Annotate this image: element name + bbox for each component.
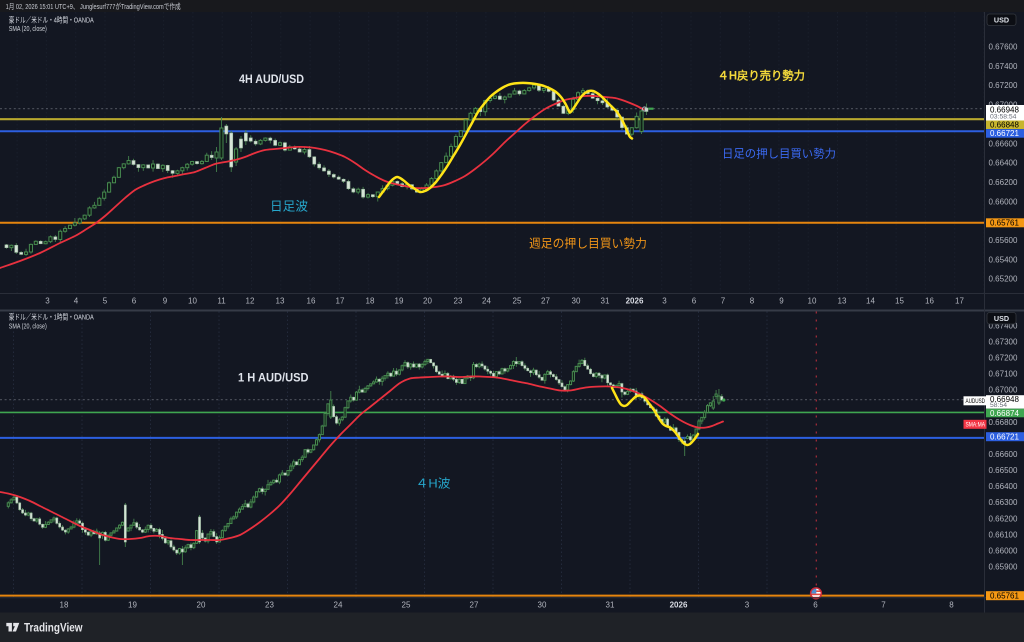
- svg-text:7: 7: [721, 297, 726, 306]
- svg-text:日足の押し目買い勢力: 日足の押し目買い勢力: [722, 147, 836, 161]
- svg-text:19: 19: [395, 297, 404, 306]
- svg-text:30: 30: [538, 601, 547, 610]
- svg-text:0.66600: 0.66600: [989, 139, 1018, 148]
- svg-text:03:58:54: 03:58:54: [990, 114, 1017, 121]
- svg-text:0.66000: 0.66000: [989, 546, 1018, 555]
- svg-text:0.66800: 0.66800: [989, 418, 1018, 427]
- svg-text:3: 3: [662, 297, 667, 306]
- svg-text:30: 30: [572, 297, 581, 306]
- svg-text:27: 27: [470, 601, 479, 610]
- svg-text:25: 25: [402, 601, 411, 610]
- svg-text:2026: 2026: [670, 601, 688, 610]
- svg-text:18: 18: [366, 297, 375, 306]
- svg-text:5: 5: [103, 297, 108, 306]
- svg-text:12: 12: [246, 297, 255, 306]
- svg-text:0.67000: 0.67000: [989, 386, 1018, 395]
- svg-text:13: 13: [838, 297, 847, 306]
- svg-text:6: 6: [132, 297, 137, 306]
- svg-text:0.65900: 0.65900: [989, 563, 1018, 572]
- svg-text:9: 9: [163, 297, 168, 306]
- svg-text:10: 10: [188, 297, 197, 306]
- svg-text:0.66400: 0.66400: [989, 482, 1018, 491]
- svg-text:20: 20: [423, 297, 432, 306]
- svg-text:58:54: 58:54: [990, 402, 1007, 409]
- svg-text:0.66300: 0.66300: [989, 498, 1018, 507]
- svg-text:17: 17: [336, 297, 345, 306]
- svg-text:23: 23: [265, 601, 274, 610]
- svg-text:SMA (20, close): SMA (20, close): [9, 322, 47, 331]
- svg-text:日足波: 日足波: [270, 200, 308, 214]
- svg-text:24: 24: [334, 601, 343, 610]
- svg-text:0.66721: 0.66721: [990, 433, 1019, 442]
- svg-text:1月 02, 2026 15:01 UTC+9、 Jungl: 1月 02, 2026 15:01 UTC+9、 Junglesurf777がT…: [6, 1, 181, 11]
- svg-text:8: 8: [949, 601, 954, 610]
- svg-text:0.66000: 0.66000: [989, 197, 1018, 206]
- svg-text:0.66948: 0.66948: [990, 106, 1019, 115]
- svg-text:19: 19: [128, 601, 137, 610]
- svg-text:16: 16: [925, 297, 934, 306]
- svg-text:11: 11: [217, 297, 226, 306]
- svg-text:15: 15: [895, 297, 904, 306]
- svg-text:23: 23: [454, 297, 463, 306]
- svg-text:USD: USD: [994, 314, 1009, 323]
- svg-text:0.66500: 0.66500: [989, 466, 1018, 475]
- svg-text:0.67200: 0.67200: [989, 354, 1018, 363]
- svg-text:0.66100: 0.66100: [989, 530, 1018, 539]
- svg-text:TradingView: TradingView: [24, 622, 83, 634]
- svg-text:4H AUD/USD: 4H AUD/USD: [239, 72, 304, 86]
- svg-text:0.65400: 0.65400: [989, 255, 1018, 264]
- svg-text:0.65761: 0.65761: [990, 219, 1019, 228]
- svg-text:0.66721: 0.66721: [990, 129, 1019, 138]
- svg-text:3: 3: [45, 297, 50, 306]
- svg-text:0.66200: 0.66200: [989, 514, 1018, 523]
- svg-text:25: 25: [513, 297, 522, 306]
- svg-text:1 H AUD/USD: 1 H AUD/USD: [238, 371, 309, 385]
- svg-text:31: 31: [601, 297, 610, 306]
- svg-text:17: 17: [955, 297, 964, 306]
- svg-text:0.67600: 0.67600: [989, 43, 1018, 52]
- svg-text:4: 4: [74, 297, 79, 306]
- svg-text:0.67400: 0.67400: [989, 62, 1018, 71]
- svg-text:16: 16: [307, 297, 316, 306]
- svg-text:AUDUSD: AUDUSD: [966, 399, 986, 405]
- svg-text:週足の押し目買い勢力: 週足の押し目買い勢力: [529, 237, 647, 251]
- svg-text:４H波: ４H波: [416, 477, 451, 491]
- svg-text:SMA (20, close): SMA (20, close): [9, 24, 47, 33]
- svg-text:3: 3: [745, 601, 750, 610]
- svg-text:2026: 2026: [626, 297, 644, 306]
- svg-text:27: 27: [541, 297, 550, 306]
- svg-text:0.67300: 0.67300: [989, 337, 1018, 346]
- svg-text:24: 24: [482, 297, 491, 306]
- svg-text:7: 7: [881, 601, 886, 610]
- svg-text:20: 20: [197, 601, 206, 610]
- svg-text:13: 13: [276, 297, 285, 306]
- svg-text:４H戻り売り勢力: ４H戻り売り勢力: [718, 69, 806, 83]
- svg-text:0.66848: 0.66848: [990, 121, 1019, 130]
- svg-text:6: 6: [813, 601, 818, 610]
- svg-text:0.67100: 0.67100: [989, 370, 1018, 379]
- svg-text:9: 9: [779, 297, 784, 306]
- svg-text:31: 31: [606, 601, 615, 610]
- svg-text:0.65600: 0.65600: [989, 236, 1018, 245]
- svg-text:0.67400: 0.67400: [989, 321, 1018, 330]
- svg-text:18: 18: [60, 601, 69, 610]
- svg-text:0.65200: 0.65200: [989, 275, 1018, 284]
- svg-text:14: 14: [866, 297, 875, 306]
- svg-text:豪ドル／米ドル・4時間・OANDA: 豪ドル／米ドル・4時間・OANDA: [9, 15, 95, 25]
- svg-text:0.65761: 0.65761: [990, 592, 1019, 601]
- svg-text:8: 8: [750, 297, 755, 306]
- svg-text:10: 10: [808, 297, 817, 306]
- svg-text:0.66400: 0.66400: [989, 159, 1018, 168]
- svg-text:0.67200: 0.67200: [989, 81, 1018, 90]
- svg-text:USD: USD: [994, 15, 1009, 24]
- svg-text:豪ドル／米ドル・1時間・OANDA: 豪ドル／米ドル・1時間・OANDA: [9, 312, 95, 322]
- svg-text:0.66874: 0.66874: [990, 409, 1019, 418]
- svg-text:0.66200: 0.66200: [989, 178, 1018, 187]
- svg-text:0.66948: 0.66948: [990, 395, 1019, 404]
- svg-text:0.66600: 0.66600: [989, 450, 1018, 459]
- svg-text:SMA:MA: SMA:MA: [966, 423, 986, 429]
- svg-text:6: 6: [692, 297, 697, 306]
